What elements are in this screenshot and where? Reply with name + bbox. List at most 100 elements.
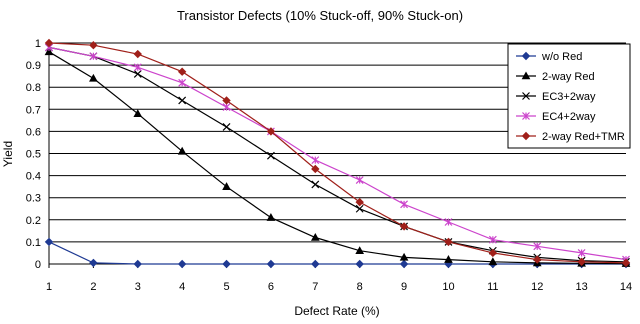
- data-point: [89, 258, 98, 268]
- data-point: [133, 63, 142, 72]
- legend-item: 2-way Red: [516, 71, 595, 83]
- legend-marker: [522, 112, 530, 120]
- series-line: [48, 46, 627, 261]
- data-point: [44, 38, 54, 48]
- x-tick-label: 11: [487, 281, 498, 293]
- legend-label: 2-way Red+TMR: [542, 131, 625, 143]
- series-layer: [44, 38, 631, 269]
- y-tick-label: 0.5: [26, 149, 41, 161]
- y-tick-label: 0.3: [26, 193, 41, 205]
- data-point: [444, 218, 453, 226]
- x-tick-label: 6: [268, 281, 274, 293]
- axes: 00.10.20.30.40.50.60.70.80.911 2 3 4 5 6 7 8 9 10…: [26, 38, 632, 293]
- x-tick-label: 9: [401, 281, 407, 293]
- data-point: [177, 146, 187, 155]
- legend-marker: [521, 131, 531, 141]
- chart-title: Transistor Defects (10% Stuck-off, 90% S…: [177, 8, 463, 23]
- legend-label: 2-way Red: [542, 71, 595, 83]
- x-tick-label: 7: [312, 281, 318, 293]
- x-tick-label: 13: [575, 281, 587, 293]
- series-line: [48, 51, 627, 265]
- series-line: [48, 42, 627, 264]
- data-point: [310, 232, 320, 241]
- legend-item: EC3+2way: [516, 91, 596, 103]
- data-point: [355, 197, 364, 207]
- series-line: [48, 46, 627, 263]
- data-point: [533, 242, 542, 251]
- data-point: [222, 103, 231, 112]
- legend-marker: [522, 92, 530, 100]
- data-point: [222, 96, 231, 105]
- y-tick-label: 0.8: [26, 82, 41, 94]
- data-point: [488, 257, 498, 266]
- data-point: [133, 109, 143, 118]
- data-point: [177, 67, 187, 76]
- x-tick-label: 10: [442, 281, 454, 293]
- legend-item: w/o Red: [516, 51, 582, 63]
- series-3: [45, 43, 630, 264]
- data-point: [89, 73, 98, 82]
- data-point: [488, 248, 498, 258]
- legend-marker: [521, 51, 531, 61]
- data-point: [222, 259, 231, 269]
- data-point: [89, 52, 98, 61]
- data-point: [222, 123, 231, 131]
- data-point: [133, 49, 142, 59]
- x-tick-label: 12: [531, 281, 543, 293]
- x-tick-label: 1: [46, 281, 52, 293]
- data-point: [311, 259, 320, 269]
- x-tick-label: 14: [620, 281, 632, 293]
- y-tick-label: 0.1: [26, 237, 41, 249]
- data-point: [533, 255, 542, 264]
- data-point: [577, 249, 586, 257]
- y-axis-title: Yield: [1, 141, 15, 167]
- data-point: [44, 237, 54, 247]
- data-point: [311, 180, 320, 189]
- data-point: [400, 200, 409, 209]
- data-point: [355, 259, 364, 269]
- data-point: [133, 70, 142, 78]
- data-point: [177, 259, 187, 269]
- y-tick-label: 0.4: [26, 171, 41, 183]
- y-tick-label: 0.6: [26, 126, 41, 138]
- legend-marker: [521, 71, 531, 80]
- data-point: [311, 156, 320, 165]
- x-tick-label: 3: [135, 281, 141, 293]
- x-tick-label: 5: [223, 281, 229, 293]
- data-point: [178, 78, 187, 87]
- data-point: [355, 204, 364, 213]
- data-point: [266, 151, 275, 160]
- legend-label: EC3+2way: [542, 91, 596, 103]
- data-point: [311, 164, 320, 174]
- data-point: [399, 259, 409, 269]
- y-tick-label: 1: [35, 38, 41, 50]
- legend-label: EC4+2way: [542, 111, 596, 123]
- data-point: [444, 255, 453, 263]
- data-point: [621, 258, 631, 268]
- x-axis-title: Defect Rate (%): [294, 304, 379, 318]
- data-point: [44, 47, 54, 56]
- data-point: [266, 259, 276, 269]
- x-tick-label: 8: [357, 281, 363, 293]
- data-point: [355, 176, 364, 184]
- data-point: [355, 246, 365, 255]
- data-point: [222, 182, 231, 190]
- data-point: [266, 213, 276, 221]
- data-point: [89, 41, 98, 50]
- y-tick-label: 0.2: [26, 215, 41, 227]
- legend-item: 2-way Red+TMR: [516, 131, 625, 143]
- series-4: [44, 38, 631, 268]
- series-line: [48, 241, 626, 265]
- data-point: [577, 257, 586, 266]
- data-point: [444, 237, 453, 247]
- data-point: [399, 252, 409, 261]
- y-tick-label: 0: [35, 259, 41, 271]
- x-tick-label: 2: [90, 281, 96, 293]
- y-tick-label: 0.7: [26, 104, 41, 116]
- data-point: [133, 259, 142, 269]
- legend-item: EC4+2way: [516, 111, 596, 123]
- data-point: [399, 222, 409, 231]
- x-tick-label: 4: [179, 281, 185, 293]
- data-point: [266, 127, 276, 136]
